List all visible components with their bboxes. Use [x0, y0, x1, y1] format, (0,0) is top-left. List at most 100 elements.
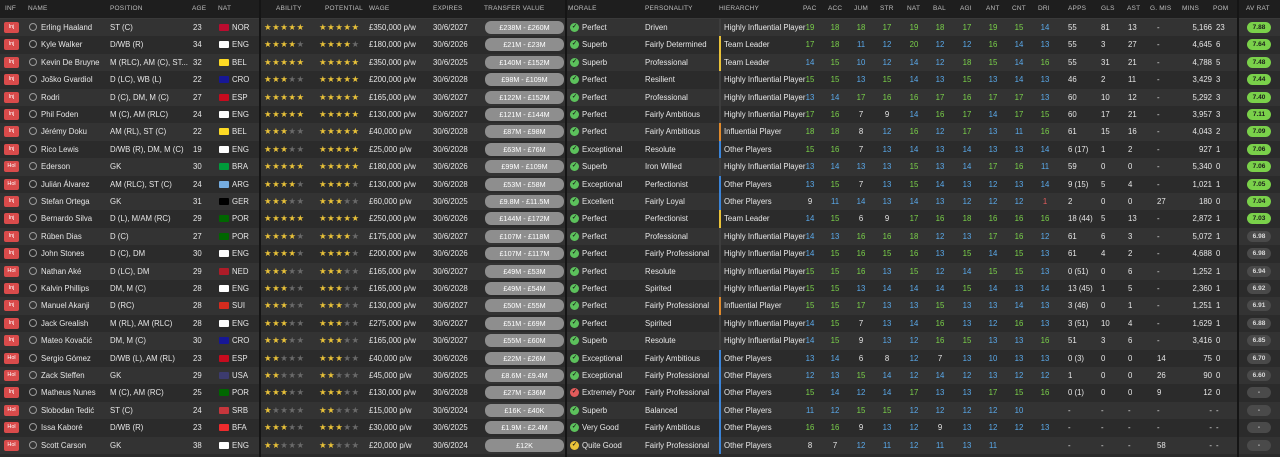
- player-name[interactable]: Slobodan Tedić: [41, 405, 95, 415]
- player-name[interactable]: Rúben Dias: [41, 231, 82, 241]
- table-row[interactable]: Hol Sergio Gómez D/WB (L), AM (RL) 23 ESP ★★★…: [0, 349, 1280, 367]
- status-badge[interactable]: Inj: [4, 91, 19, 103]
- column-header-transfer-value[interactable]: TRANSFER VALUE: [484, 5, 545, 12]
- table-row[interactable]: Inj Rúben Dias D (C) 27 POR ★★★★★ ★★★★★ £175,00…: [0, 227, 1280, 246]
- status-badge[interactable]: Inj: [4, 213, 19, 225]
- column-header-name[interactable]: NAME: [28, 5, 48, 12]
- column-header-gls[interactable]: GLS: [1101, 5, 1115, 12]
- status-badge[interactable]: Hol: [4, 439, 19, 451]
- column-header-apps[interactable]: APPS: [1068, 5, 1087, 12]
- table-row[interactable]: Inj Kevin De Bruyne M (RLC), AM (C), ST...…: [0, 53, 1280, 72]
- player-name[interactable]: Sergio Gómez: [41, 353, 91, 363]
- status-badge[interactable]: Inj: [4, 317, 19, 329]
- table-row[interactable]: Hol Julián Álvarez AM (RLC), ST (C) 24 ARG ★★…: [0, 175, 1280, 193]
- column-header-pom[interactable]: POM: [1213, 5, 1229, 12]
- column-header-position[interactable]: POSITION: [110, 5, 143, 12]
- column-header-mins[interactable]: MINS: [1182, 5, 1200, 12]
- column-header-pac[interactable]: PAC: [803, 5, 817, 12]
- column-header-av-rat[interactable]: AV RAT: [1246, 5, 1270, 12]
- table-row[interactable]: Hol Ederson GK 30 BRA ★★★★★ ★★★★★ £180,000 p/w 3…: [0, 158, 1280, 176]
- player-name[interactable]: Rodri: [41, 92, 60, 102]
- column-header-ast[interactable]: AST: [1127, 5, 1141, 12]
- player-name[interactable]: Nathan Aké: [41, 266, 82, 276]
- table-row[interactable]: Inj Joško Gvardiol D (LC), WB (L) 22 CRO ★★★★…: [0, 71, 1280, 89]
- table-row[interactable]: Inj Erling Haaland ST (C) 23 NOR ★★★★★ ★★★★★ £3…: [0, 19, 1280, 37]
- column-header-acc[interactable]: ACC: [828, 5, 843, 12]
- status-badge[interactable]: Inj: [4, 335, 19, 347]
- status-badge[interactable]: Inj: [4, 230, 19, 242]
- status-badge[interactable]: Inj: [4, 22, 19, 33]
- column-header-personality[interactable]: PERSONALITY: [645, 5, 693, 12]
- status-badge[interactable]: Inj: [4, 56, 19, 68]
- table-row[interactable]: Inj Matheus Nunes M (C), AM (RC) 25 POR ★★★★★…: [0, 384, 1280, 402]
- player-name[interactable]: Jack Grealish: [41, 318, 89, 328]
- column-header-g-mis[interactable]: G. MIS: [1150, 5, 1172, 12]
- column-header-dri[interactable]: DRI: [1038, 5, 1050, 12]
- status-badge[interactable]: Hol: [4, 178, 19, 190]
- table-row[interactable]: Inj Kalvin Phillips DM, M (C) 28 ENG ★★★★★ ★★★…: [0, 280, 1280, 298]
- player-name[interactable]: Joško Gvardiol: [41, 75, 93, 85]
- table-row[interactable]: Hol Nathan Aké D (LC), DM 29 NED ★★★★★ ★★★★★ £1…: [0, 262, 1280, 280]
- player-name[interactable]: Mateo Kovačić: [41, 336, 93, 346]
- column-header-str[interactable]: STR: [880, 5, 894, 12]
- status-badge[interactable]: Inj: [4, 74, 19, 86]
- column-header-wage[interactable]: WAGE: [369, 5, 390, 12]
- status-badge[interactable]: Hol: [4, 370, 19, 381]
- player-name[interactable]: Phil Foden: [41, 110, 79, 119]
- status-badge[interactable]: Inj: [4, 143, 19, 155]
- player-name[interactable]: Manuel Akanji: [41, 301, 90, 311]
- table-row[interactable]: Hol Scott Carson GK 38 ENG ★★★★★ ★★★★★ £20,000 …: [0, 436, 1280, 454]
- table-row[interactable]: Hol Issa Kaboré D/WB (R) 23 BFA ★★★★★ ★★★★★ £30…: [0, 419, 1280, 437]
- status-badge[interactable]: Inj: [4, 126, 19, 138]
- table-row[interactable]: Inj Bernardo Silva D (L), M/AM (RC) 29 POR ★★…: [0, 210, 1280, 228]
- column-header-agi[interactable]: AGI: [960, 5, 972, 12]
- player-name[interactable]: Ederson: [41, 162, 71, 172]
- table-row[interactable]: Inj Rodri D (C), DM, M (C) 27 ESP ★★★★★ ★★★★★ £…: [0, 88, 1280, 106]
- column-header-morale[interactable]: MORALE: [568, 5, 597, 12]
- status-badge[interactable]: Inj: [4, 109, 19, 120]
- column-header-potential[interactable]: POTENTIAL: [325, 5, 363, 12]
- status-badge[interactable]: Inj: [4, 283, 19, 294]
- player-name[interactable]: Julián Álvarez: [41, 179, 90, 189]
- status-badge[interactable]: Inj: [4, 248, 19, 260]
- column-header-jum[interactable]: JUM: [854, 5, 868, 12]
- column-header-inf[interactable]: INF: [5, 5, 17, 12]
- status-badge[interactable]: Inj: [4, 39, 19, 51]
- column-header-cnt[interactable]: CNT: [1012, 5, 1026, 12]
- table-row[interactable]: Hol Zack Steffen GK 29 USA ★★★★★ ★★★★★ £45,000 …: [0, 367, 1280, 385]
- player-name[interactable]: Kalvin Phillips: [41, 284, 90, 293]
- column-header-ant[interactable]: ANT: [986, 5, 1000, 12]
- status-badge[interactable]: Hol: [4, 265, 19, 277]
- player-name[interactable]: John Stones: [41, 249, 85, 259]
- column-header-expires[interactable]: EXPIRES: [433, 5, 463, 12]
- status-badge[interactable]: Hol: [4, 422, 19, 434]
- status-badge[interactable]: Inj: [4, 300, 19, 312]
- status-badge[interactable]: Hol: [4, 404, 19, 416]
- column-header-nat[interactable]: NAT: [218, 5, 232, 12]
- table-row[interactable]: Inj Stefan Ortega GK 31 GER ★★★★★ ★★★★★ £60,000…: [0, 193, 1280, 211]
- table-row[interactable]: Inj Manuel Akanji D (RC) 28 SUI ★★★★★ ★★★★★ £13…: [0, 297, 1280, 315]
- column-header-nat[interactable]: NAT: [907, 5, 921, 12]
- player-name[interactable]: Scott Carson: [41, 440, 87, 450]
- player-name[interactable]: Kevin De Bruyne: [41, 57, 100, 67]
- column-header-hierarchy[interactable]: HIERARCHY: [719, 5, 760, 12]
- player-name[interactable]: Issa Kaboré: [41, 423, 83, 433]
- status-badge[interactable]: Inj: [4, 387, 19, 399]
- column-header-bal[interactable]: BAL: [933, 5, 946, 12]
- table-row[interactable]: Inj Rico Lewis D/WB (R), DM, M (C) 19 ENG ★★★…: [0, 140, 1280, 159]
- table-row[interactable]: Inj Kyle Walker D/WB (R) 34 ENG ★★★★★ ★★★★★ £18…: [0, 36, 1280, 54]
- table-row[interactable]: Inj John Stones D (C), DM 30 ENG ★★★★★ ★★★★★ £2…: [0, 245, 1280, 263]
- player-name[interactable]: Stefan Ortega: [41, 197, 90, 206]
- player-name[interactable]: Jérémy Doku: [41, 127, 87, 137]
- player-name[interactable]: Erling Haaland: [41, 23, 93, 32]
- player-name[interactable]: Zack Steffen: [41, 371, 85, 380]
- table-row[interactable]: Inj Mateo Kovačić DM, M (C) 30 CRO ★★★★★ ★★★★★…: [0, 332, 1280, 350]
- player-name[interactable]: Kyle Walker: [41, 40, 83, 50]
- table-row[interactable]: Inj Jérémy Doku AM (RL), ST (C) 22 BEL ★★★★★ ★…: [0, 123, 1280, 141]
- column-header-ability[interactable]: ABILITY: [276, 5, 302, 12]
- table-row[interactable]: Inj Phil Foden M (C), AM (RLC) 24 ENG ★★★★★ ★★…: [0, 106, 1280, 124]
- status-badge[interactable]: Hol: [4, 352, 19, 364]
- player-name[interactable]: Matheus Nunes: [41, 388, 96, 398]
- column-header-age[interactable]: AGE: [192, 5, 207, 12]
- status-badge[interactable]: Hol: [4, 161, 19, 173]
